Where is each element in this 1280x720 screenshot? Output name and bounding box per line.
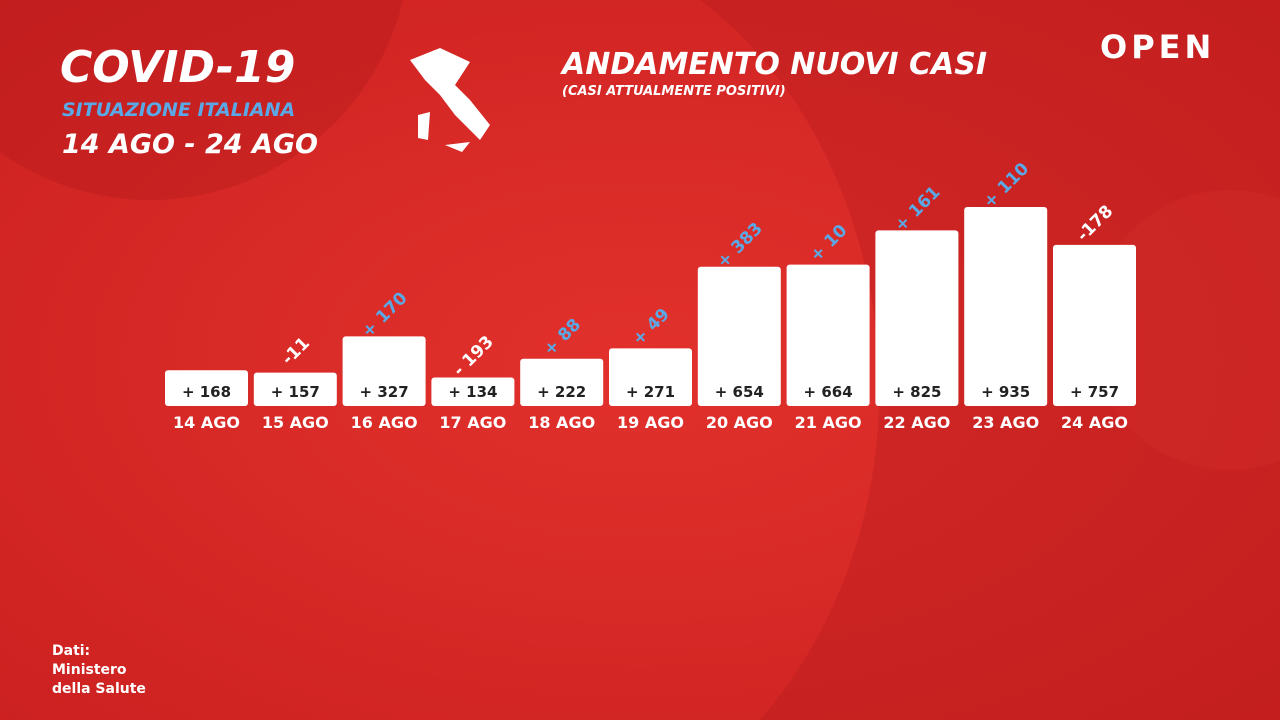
x-tick-label: 18 AGO [528, 413, 595, 432]
bar [1053, 244, 1136, 406]
logo: OPEN [1100, 28, 1215, 66]
source-line: Dati: [52, 643, 90, 659]
decoration [0, 0, 403, 200]
bar [431, 377, 515, 406]
value-label: + 935 [981, 383, 1030, 401]
bar [342, 336, 426, 406]
value-label: + 825 [892, 383, 941, 401]
x-tick-label: 19 AGO [617, 413, 684, 432]
period: 14 AGO - 24 AGO [62, 129, 318, 160]
x-tick-label: 16 AGO [351, 413, 418, 432]
subtitle: SITUAZIONE ITALIANA [62, 99, 295, 121]
value-label: + 222 [537, 383, 586, 401]
decoration [1090, 190, 1280, 470]
source-line: Ministero [52, 662, 127, 678]
x-tick-label: 15 AGO [262, 413, 329, 432]
x-tick-label: 24 AGO [1061, 413, 1128, 432]
value-label: + 757 [1070, 383, 1119, 401]
chart-subtitle: (CASI ATTUALMENTE POSITIVI) [562, 84, 786, 99]
bar [875, 230, 959, 406]
bar [520, 358, 604, 406]
bar [165, 370, 248, 406]
source-line: della Salute [52, 681, 146, 697]
x-tick-label: 17 AGO [439, 413, 506, 432]
title: COVID-19 [60, 42, 295, 93]
value-label: + 157 [271, 383, 320, 401]
x-tick-label: 21 AGO [795, 413, 862, 432]
value-label: + 134 [448, 383, 497, 401]
value-label: + 271 [626, 383, 675, 401]
value-label: + 168 [182, 383, 231, 401]
chart-title: ANDAMENTO NUOVI CASI [560, 47, 987, 82]
x-tick-label: 14 AGO [173, 413, 240, 432]
x-tick-label: 22 AGO [883, 413, 950, 432]
bar [697, 266, 781, 406]
bar [964, 207, 1048, 406]
italy-map [410, 48, 490, 152]
source: Dati: Ministero della Salute [52, 643, 146, 697]
bar [253, 372, 337, 406]
value-label: + 327 [360, 383, 409, 401]
value-label: + 664 [804, 383, 853, 401]
value-label: + 654 [715, 383, 764, 401]
x-tick-label: 20 AGO [706, 413, 773, 432]
bar [609, 348, 692, 406]
x-tick-label: 23 AGO [972, 413, 1039, 432]
bar [786, 264, 870, 406]
